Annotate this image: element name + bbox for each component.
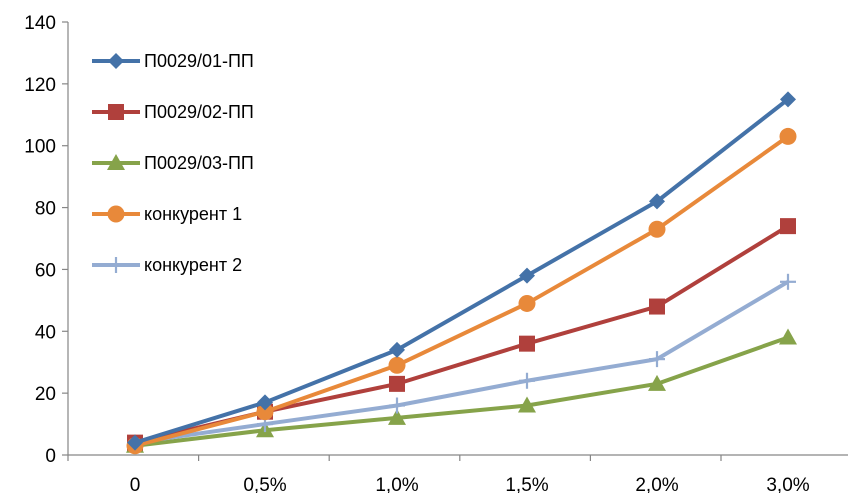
data-point bbox=[649, 299, 665, 315]
legend-entry: П0029/01-ПП bbox=[92, 51, 254, 71]
legend-entry: конкурент 1 bbox=[92, 204, 242, 224]
series-3 bbox=[126, 328, 797, 452]
x-tick-label: 1,0% bbox=[375, 475, 418, 493]
data-point bbox=[779, 328, 797, 344]
data-point bbox=[519, 373, 535, 389]
legend-label: конкурент 1 bbox=[144, 204, 242, 224]
y-tick-label: 140 bbox=[24, 13, 56, 34]
data-point bbox=[389, 342, 405, 358]
legend-marker bbox=[108, 104, 124, 120]
x-tick-label: 0 bbox=[130, 475, 141, 493]
series-4 bbox=[127, 128, 797, 454]
legend-label: П0029/03-ПП bbox=[144, 153, 254, 173]
data-point bbox=[519, 336, 535, 352]
legend-marker bbox=[108, 257, 124, 273]
legend-label: конкурент 2 bbox=[144, 255, 242, 275]
legend-marker bbox=[108, 206, 125, 223]
y-axis-ticks: 0 20 40 60 80 100 120 140 bbox=[24, 13, 68, 467]
data-point bbox=[519, 295, 536, 312]
axes bbox=[68, 22, 848, 455]
x-tick-label: 2,0% bbox=[635, 475, 678, 493]
legend-label: П0029/02-ПП bbox=[144, 102, 254, 122]
legend-entry: П0029/03-ПП bbox=[92, 153, 254, 173]
x-tick-label: 0,5% bbox=[243, 475, 286, 493]
series-line bbox=[135, 136, 788, 445]
legend: П0029/01-ПП П0029/02-ПП П0029/03-ПП конкуре… bbox=[92, 51, 254, 275]
data-point bbox=[519, 268, 535, 284]
legend-entry: П0029/02-ПП bbox=[92, 102, 254, 122]
y-tick-label: 120 bbox=[24, 75, 56, 96]
legend-marker bbox=[108, 53, 124, 69]
x-axis-ticks: 0 0,5% 1,0% 1,5% 2,0% 3,0% bbox=[68, 455, 810, 493]
data-point bbox=[389, 398, 405, 414]
y-tick-label: 60 bbox=[35, 260, 56, 281]
x-tick-label: 3,0% bbox=[766, 475, 809, 493]
y-tick-label: 0 bbox=[45, 446, 56, 467]
legend-entry: конкурент 2 bbox=[92, 255, 242, 275]
data-point bbox=[780, 218, 796, 234]
legend-label: П0029/01-ПП bbox=[144, 51, 254, 71]
y-tick-label: 40 bbox=[35, 322, 56, 343]
x-tick-label: 1,5% bbox=[505, 475, 548, 493]
y-tick-label: 100 bbox=[24, 137, 56, 158]
data-point bbox=[649, 221, 666, 238]
y-tick-label: 20 bbox=[35, 384, 56, 405]
data-point bbox=[389, 357, 406, 374]
y-tick-label: 80 bbox=[35, 199, 56, 220]
data-point bbox=[389, 376, 405, 392]
data-point bbox=[780, 128, 797, 145]
